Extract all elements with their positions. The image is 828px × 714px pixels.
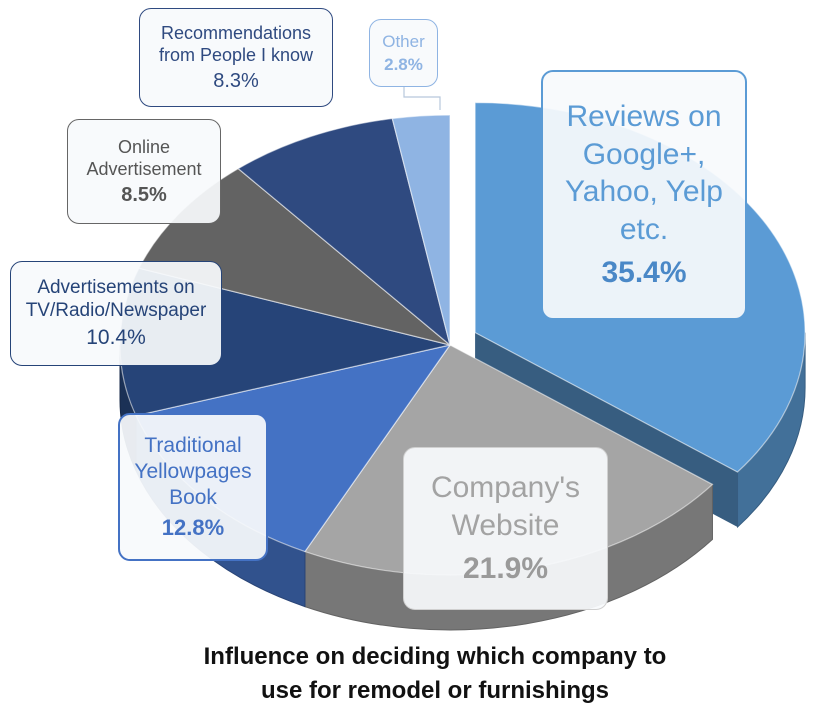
callout-value: 10.4%	[86, 326, 146, 350]
callout-label-line: Company's	[430, 471, 581, 505]
callout-label-line: from People I know	[158, 45, 314, 65]
pie-slice-6	[391, 114, 451, 346]
pie-slice-5	[237, 117, 452, 347]
chart-title: Influence on deciding which company to u…	[150, 640, 720, 707]
chart-title-line-1: Influence on deciding which company to	[203, 643, 667, 670]
callout-label-line: Recommendations	[160, 22, 312, 43]
callout-label-line: Traditional	[144, 433, 242, 457]
leader-line-6	[403, 87, 441, 110]
callout-4: Online Advertisement 8.5%	[67, 119, 221, 224]
callout-label-line: Website	[451, 508, 560, 542]
callout-label-line: Reviews on	[566, 100, 722, 134]
callout-label-line: Online	[117, 136, 171, 157]
callout-6: Other 2.8%	[369, 19, 438, 87]
callout-5: Recommendations from People I know 8.3%	[139, 8, 333, 107]
callout-value: 8.5%	[121, 183, 167, 206]
callout-label-line: Google+,	[582, 137, 706, 171]
chart-title-line-2: use for remodel or furnishings	[260, 676, 610, 704]
callout-value: 2.8%	[384, 55, 423, 74]
callout-0: Reviews on Google+, Yahoo, Yelp etc. 35.4%	[541, 70, 747, 320]
callout-label-line: Advertisement	[86, 159, 202, 179]
callout-label-line: Advertisements on	[37, 276, 195, 298]
callout-label-line: TV/Radio/Newspaper	[25, 300, 207, 322]
callout-2: Traditional Yellowpages Book 12.8%	[118, 413, 268, 561]
callout-label-line: Book	[169, 486, 217, 510]
callout-value: 21.9%	[462, 552, 549, 586]
callout-label-line: Yellowpages	[134, 460, 252, 484]
callout-3: Advertisements on TV/Radio/Newspaper 10.4%	[10, 261, 222, 366]
callout-label-line: etc.	[619, 212, 669, 246]
callout-value: 12.8%	[161, 514, 225, 540]
callout-value: 35.4%	[601, 256, 687, 290]
callout-label-line: Yahoo, Yelp	[565, 175, 723, 209]
callout-label-line: Other	[382, 31, 425, 51]
callout-1: Company's Website 21.9%	[403, 447, 608, 610]
callout-value: 8.3%	[213, 69, 259, 92]
